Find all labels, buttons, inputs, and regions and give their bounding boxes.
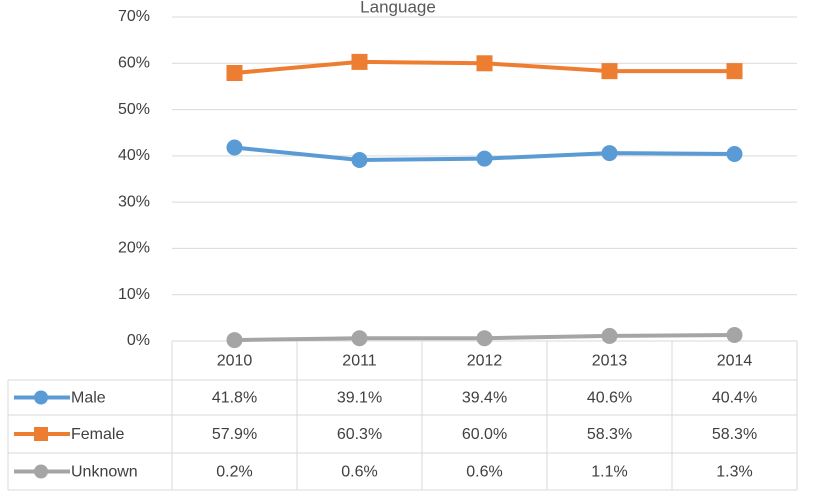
chart-title: Language bbox=[360, 0, 436, 16]
data-point bbox=[601, 327, 618, 344]
data-point bbox=[601, 63, 618, 80]
y-tick-label: 10% bbox=[118, 286, 150, 303]
table-cell: 58.3% bbox=[587, 426, 632, 443]
y-tick-label: 20% bbox=[118, 240, 150, 257]
table-cell: 57.9% bbox=[212, 426, 257, 443]
data-point bbox=[226, 332, 243, 349]
table-cell: 40.6% bbox=[587, 390, 632, 407]
table-cell: 1.1% bbox=[591, 464, 627, 481]
table-cell: 40.4% bbox=[712, 390, 757, 407]
table-cell: 0.2% bbox=[216, 464, 252, 481]
legend-marker bbox=[34, 427, 48, 441]
data-point bbox=[226, 65, 243, 82]
table-cell: 60.0% bbox=[462, 426, 507, 443]
data-point bbox=[726, 63, 743, 80]
data-point bbox=[601, 145, 618, 162]
data-point bbox=[351, 53, 368, 70]
data-point bbox=[226, 139, 243, 156]
x-tick-label: 2014 bbox=[717, 353, 753, 370]
table-cell: 58.3% bbox=[712, 426, 757, 443]
x-tick-label: 2011 bbox=[342, 353, 377, 370]
legend-marker bbox=[34, 464, 48, 479]
legend-label: Female bbox=[71, 426, 124, 443]
data-point bbox=[726, 326, 743, 343]
legend-marker bbox=[34, 390, 48, 405]
table-cell: 39.1% bbox=[337, 390, 382, 407]
table-cell: 41.8% bbox=[212, 390, 257, 407]
y-tick-label: 40% bbox=[118, 147, 150, 164]
data-point bbox=[476, 150, 493, 167]
table-cell: 0.6% bbox=[341, 464, 377, 481]
table-cell: 60.3% bbox=[337, 426, 382, 443]
y-tick-label: 0% bbox=[127, 332, 150, 349]
x-tick-label: 2010 bbox=[217, 353, 253, 370]
x-tick-label: 2012 bbox=[467, 353, 503, 370]
table-cell: 0.6% bbox=[466, 464, 502, 481]
y-tick-label: 50% bbox=[118, 101, 150, 118]
data-point bbox=[726, 146, 743, 163]
y-tick-label: 30% bbox=[118, 193, 150, 210]
y-tick-label: 60% bbox=[118, 55, 150, 72]
legend-label: Male bbox=[71, 390, 106, 407]
data-point bbox=[351, 152, 368, 169]
table-cell: 1.3% bbox=[716, 464, 752, 481]
x-tick-label: 2013 bbox=[592, 353, 628, 370]
table-cell: 39.4% bbox=[462, 390, 507, 407]
data-point bbox=[351, 330, 368, 347]
data-point bbox=[476, 55, 493, 72]
legend-label: Unknown bbox=[71, 464, 138, 481]
data-point bbox=[476, 330, 493, 347]
y-tick-label: 70% bbox=[118, 8, 150, 25]
